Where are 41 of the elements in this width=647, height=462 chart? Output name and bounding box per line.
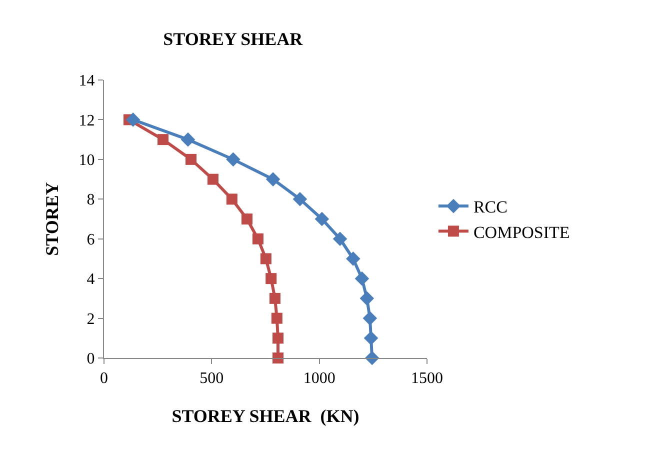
x-tick-label: 500 bbox=[200, 370, 224, 388]
x-tick-label: 1000 bbox=[303, 370, 336, 388]
y-tick-label: 6 bbox=[86, 231, 95, 248]
y-tick-label: 8 bbox=[86, 192, 95, 209]
x-tick-label: 1500 bbox=[411, 370, 443, 388]
chart-title: STOREY SHEAR bbox=[163, 28, 304, 49]
point bbox=[314, 212, 330, 226]
point bbox=[362, 311, 378, 326]
x-tick-label: 0 bbox=[100, 370, 108, 388]
legend-label: COMPOSITE bbox=[473, 222, 570, 242]
point bbox=[272, 332, 284, 344]
point bbox=[266, 172, 280, 186]
y-tick-label: 4 bbox=[86, 271, 95, 288]
y-tick-label: 12 bbox=[78, 112, 95, 130]
point bbox=[272, 352, 284, 364]
y-tick-label: 14 bbox=[78, 72, 95, 90]
point bbox=[346, 252, 360, 266]
point bbox=[360, 291, 374, 306]
point bbox=[354, 271, 370, 286]
point bbox=[158, 134, 168, 146]
legend-label: RCC bbox=[473, 198, 508, 217]
point bbox=[266, 273, 277, 284]
point bbox=[207, 174, 218, 185]
point bbox=[180, 132, 196, 147]
y-tick-label: 10 bbox=[78, 152, 95, 170]
point bbox=[126, 112, 140, 127]
point bbox=[241, 214, 252, 224]
point bbox=[364, 330, 378, 346]
point bbox=[252, 233, 264, 244]
point bbox=[185, 154, 196, 165]
point bbox=[260, 253, 272, 264]
point bbox=[271, 312, 282, 324]
y-tick-label: 0 bbox=[86, 350, 95, 368]
point bbox=[226, 152, 240, 167]
x-axis-title: STOREY SHEAR (KN) bbox=[172, 406, 360, 426]
point bbox=[292, 192, 308, 206]
y-tick-label: 2 bbox=[86, 310, 95, 328]
point bbox=[226, 194, 238, 205]
point bbox=[269, 292, 280, 304]
point bbox=[332, 232, 348, 246]
y-axis-title: STOREY bbox=[42, 182, 62, 256]
